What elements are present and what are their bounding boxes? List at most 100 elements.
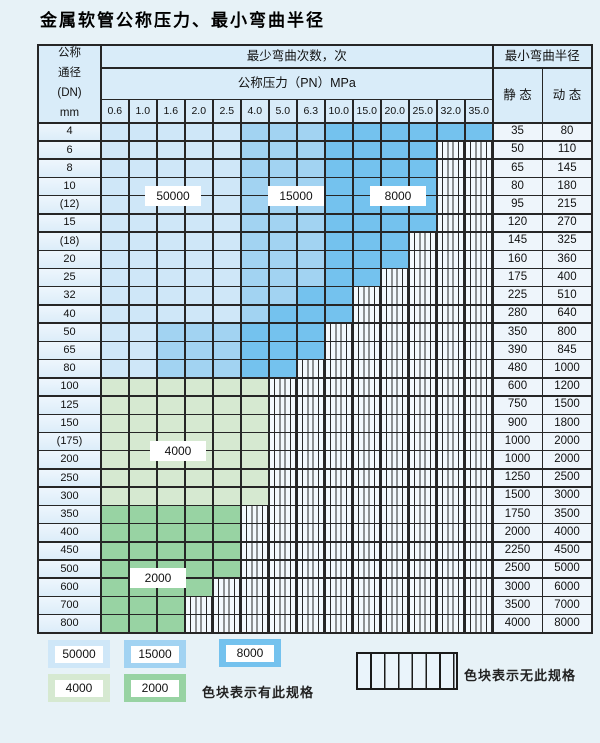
spec-cell bbox=[325, 305, 352, 323]
dn-label-cell: 6 bbox=[39, 141, 100, 159]
spec-cell bbox=[465, 123, 492, 141]
dn-label-cell: 450 bbox=[39, 542, 100, 560]
spec-cell bbox=[129, 396, 156, 414]
spec-cell bbox=[213, 251, 240, 268]
spec-cell bbox=[185, 342, 212, 359]
dynamic-radius-cell: 270 bbox=[543, 214, 591, 232]
spec-cell bbox=[269, 214, 296, 232]
no-spec-cell bbox=[325, 396, 352, 414]
dn-label-cell: 65 bbox=[39, 342, 100, 359]
no-spec-cell bbox=[409, 232, 436, 250]
no-spec-cell bbox=[465, 415, 492, 432]
no-spec-cell bbox=[325, 415, 352, 432]
no-spec-cell bbox=[353, 597, 380, 614]
spec-cell bbox=[129, 487, 156, 505]
spec-cell bbox=[213, 342, 240, 359]
dn-label-cell: (18) bbox=[39, 232, 100, 250]
spec-cell bbox=[213, 378, 240, 396]
no-spec-cell bbox=[325, 597, 352, 614]
pressure-tick-cell: 6.3 bbox=[297, 100, 324, 122]
no-spec-cell bbox=[437, 342, 464, 359]
spec-cell bbox=[353, 251, 380, 268]
spec-cell bbox=[213, 123, 240, 141]
dn-label-cell: 800 bbox=[39, 615, 100, 633]
spec-cell bbox=[101, 159, 128, 177]
no-spec-cell bbox=[241, 615, 268, 633]
spec-cell bbox=[353, 232, 380, 250]
no-spec-cell bbox=[297, 415, 324, 432]
spec-cell bbox=[101, 560, 128, 578]
no-spec-cell bbox=[381, 506, 408, 523]
no-spec-cell bbox=[353, 415, 380, 432]
spec-cell bbox=[185, 487, 212, 505]
no-spec-cell bbox=[353, 342, 380, 359]
spec-cell bbox=[101, 415, 128, 432]
no-spec-cell bbox=[213, 615, 240, 633]
no-spec-cell bbox=[437, 141, 464, 159]
no-spec-cell bbox=[465, 232, 492, 250]
no-spec-cell bbox=[185, 615, 212, 633]
radius-header-cell: 最小弯曲半径 bbox=[493, 46, 591, 67]
spec-cell bbox=[129, 360, 156, 378]
legend-swatch-4000: 4000 bbox=[48, 674, 110, 702]
no-spec-cell bbox=[465, 214, 492, 232]
spec-cell bbox=[269, 287, 296, 305]
spec-cell bbox=[129, 141, 156, 159]
cycles-header-cell: 最少弯曲次数，次 bbox=[101, 46, 492, 67]
dynamic-radius-cell: 3500 bbox=[543, 506, 591, 523]
spec-cell bbox=[129, 342, 156, 359]
spec-cell bbox=[185, 469, 212, 487]
spec-cell bbox=[213, 451, 240, 469]
spec-cell bbox=[101, 615, 128, 633]
static-radius-cell: 350 bbox=[493, 323, 542, 341]
spec-cell bbox=[157, 323, 184, 341]
spec-cell bbox=[213, 487, 240, 505]
static-radius-cell: 145 bbox=[493, 232, 542, 250]
spec-cell bbox=[101, 214, 128, 232]
no-spec-cell bbox=[437, 159, 464, 177]
no-spec-cell bbox=[437, 396, 464, 414]
spec-cell bbox=[185, 269, 212, 286]
spec-cell bbox=[185, 360, 212, 378]
legend-swatch-8000: 8000 bbox=[219, 639, 281, 667]
dn-label-cell: (175) bbox=[39, 433, 100, 450]
no-spec-cell bbox=[465, 360, 492, 378]
no-spec-cell bbox=[353, 578, 380, 596]
no-spec-cell bbox=[353, 396, 380, 414]
no-spec-cell bbox=[325, 524, 352, 542]
no-spec-cell bbox=[297, 542, 324, 560]
dn-header-line: 公称 bbox=[58, 47, 81, 59]
no-spec-cell bbox=[409, 323, 436, 341]
pressure-tick-cell: 4.0 bbox=[241, 100, 268, 122]
no-spec-cell bbox=[437, 469, 464, 487]
spec-cell bbox=[185, 214, 212, 232]
dynamic-radius-cell: 2000 bbox=[543, 433, 591, 450]
dynamic-radius-cell: 1000 bbox=[543, 360, 591, 378]
no-spec-cell bbox=[437, 578, 464, 596]
no-spec-cell bbox=[353, 305, 380, 323]
no-spec-cell bbox=[269, 415, 296, 432]
no-spec-cell bbox=[465, 542, 492, 560]
spec-cell bbox=[101, 178, 128, 195]
no-spec-cell bbox=[465, 469, 492, 487]
no-spec-cell bbox=[437, 232, 464, 250]
no-spec-cell bbox=[297, 597, 324, 614]
static-radius-cell: 1000 bbox=[493, 451, 542, 469]
spec-cell bbox=[381, 159, 408, 177]
spec-cell bbox=[129, 524, 156, 542]
spec-cell bbox=[129, 287, 156, 305]
no-spec-cell bbox=[409, 597, 436, 614]
no-spec-cell bbox=[437, 323, 464, 341]
spec-cell bbox=[129, 269, 156, 286]
no-spec-cell bbox=[465, 560, 492, 578]
spec-cell bbox=[185, 123, 212, 141]
spec-cell bbox=[269, 342, 296, 359]
no-spec-cell bbox=[465, 141, 492, 159]
dynamic-radius-cell: 2500 bbox=[543, 469, 591, 487]
spec-cell bbox=[185, 287, 212, 305]
spec-cell bbox=[269, 305, 296, 323]
dynamic-radius-cell: 8000 bbox=[543, 615, 591, 633]
no-spec-cell bbox=[297, 615, 324, 633]
no-spec-cell bbox=[409, 487, 436, 505]
no-spec-cell bbox=[465, 506, 492, 523]
